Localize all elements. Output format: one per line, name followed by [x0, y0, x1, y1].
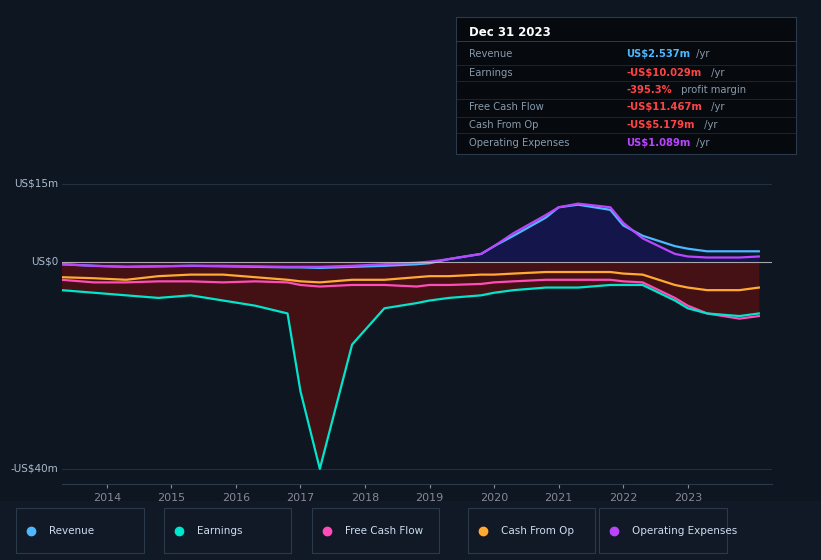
Text: -US$5.179m: -US$5.179m [626, 120, 695, 130]
Text: Cash From Op: Cash From Op [501, 526, 574, 535]
Text: US$0: US$0 [30, 256, 58, 267]
Text: profit margin: profit margin [678, 85, 746, 95]
Text: US$1.089m: US$1.089m [626, 138, 690, 148]
Text: Revenue: Revenue [470, 49, 512, 59]
Text: Dec 31 2023: Dec 31 2023 [470, 26, 551, 39]
Text: -395.3%: -395.3% [626, 85, 672, 95]
Text: Earnings: Earnings [197, 526, 242, 535]
Text: /yr: /yr [701, 120, 718, 130]
Text: US$2.537m: US$2.537m [626, 49, 690, 59]
Text: US$15m: US$15m [14, 179, 58, 189]
Text: -US$40m: -US$40m [11, 464, 58, 474]
Text: -US$10.029m: -US$10.029m [626, 68, 701, 78]
Text: -US$11.467m: -US$11.467m [626, 102, 702, 113]
Text: /yr: /yr [694, 49, 710, 59]
Text: Revenue: Revenue [49, 526, 94, 535]
Text: Free Cash Flow: Free Cash Flow [345, 526, 423, 535]
Text: /yr: /yr [709, 68, 725, 78]
Text: /yr: /yr [709, 102, 725, 113]
Text: Free Cash Flow: Free Cash Flow [470, 102, 544, 113]
Text: Operating Expenses: Operating Expenses [470, 138, 570, 148]
Text: Operating Expenses: Operating Expenses [632, 526, 737, 535]
Text: /yr: /yr [694, 138, 710, 148]
Text: Cash From Op: Cash From Op [470, 120, 539, 130]
Text: Earnings: Earnings [470, 68, 513, 78]
